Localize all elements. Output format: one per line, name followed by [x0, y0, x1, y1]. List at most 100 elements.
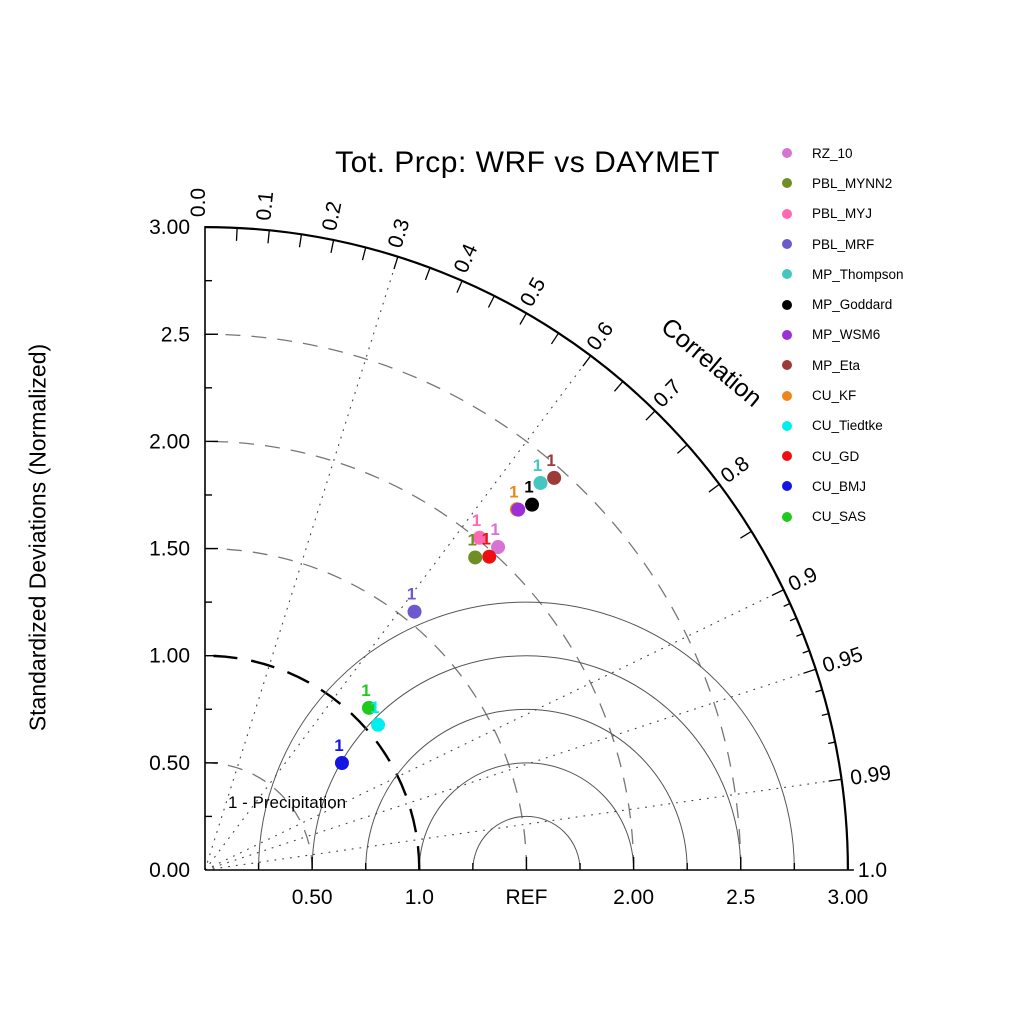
x-tick-label: 0.50 [292, 886, 333, 909]
rms-arc [418, 762, 635, 871]
correlation-tick [645, 410, 656, 421]
correlation-tick-label: 1.0 [858, 859, 887, 882]
axis-tick-labels: 0.50 1.0 REF 2.00 2.5 3.00 0.00 0.50 1.00 1.50 2.0… [149, 216, 868, 909]
rms-arc [311, 655, 742, 871]
legend-swatch-icon [782, 390, 792, 401]
legend-label: PBL_MRF [812, 236, 875, 252]
correlation-tick [298, 234, 303, 248]
legend-swatch-icon [782, 481, 792, 492]
rms-arc [472, 815, 581, 871]
legend-label: MP_Eta [812, 357, 861, 373]
correlation-tick [802, 650, 810, 654]
correlation-tick-label: 0.5 [516, 274, 551, 311]
correlation-tick [393, 256, 399, 270]
rms-arcs [258, 601, 795, 871]
y-tick-label: 2.5 [161, 323, 190, 346]
data-points [334, 470, 562, 770]
legend-label: PBL_MYNN2 [812, 175, 893, 191]
point-label-CU_KF: 1 [509, 482, 518, 501]
point-label-RZ_10: 1 [490, 520, 499, 539]
correlation-ray [204, 668, 816, 871]
legend-swatch-icon [782, 208, 792, 219]
point-label-MP_Goddard: 1 [524, 478, 533, 497]
point-RZ_10 [491, 540, 506, 555]
std-dev-arcs [204, 333, 742, 871]
legend-swatch-icon [782, 360, 792, 371]
rms-arc [365, 708, 688, 871]
correlation-tick [330, 239, 335, 253]
point-PBL_MYNN2 [468, 550, 483, 565]
legend-label: MP_WSM6 [812, 327, 881, 343]
point-label-PBL_MYJ: 1 [472, 511, 481, 530]
correlation-tick [828, 778, 842, 782]
legend-swatch-icon [782, 451, 792, 462]
point-label-PBL_MRF: 1 [407, 585, 416, 604]
legend-label: MP_Thompson [812, 266, 904, 282]
correlation-tick [361, 247, 367, 261]
point-CU_Tiedtke [371, 717, 386, 732]
correlation-tick-label: 0.8 [717, 452, 754, 488]
std-arc [204, 762, 313, 871]
correlation-tick-label: 0.1 [252, 190, 278, 221]
point-label-CU_SAS: 1 [361, 681, 370, 700]
x-tick-label: 2.00 [613, 886, 654, 909]
legend-item-PBL_MYJ: PBL_MYJ [782, 199, 904, 229]
correlation-tick [582, 355, 592, 367]
x-tick-label: REF [505, 886, 547, 909]
legend-item-CU_BMJ: CU_BMJ [782, 471, 904, 501]
legend-item-PBL_MRF: PBL_MRF [782, 229, 904, 259]
point-CU_GD [482, 549, 497, 564]
legend-item-MP_Eta: MP_Eta [782, 350, 904, 380]
std-arc-unit [204, 654, 421, 871]
std-arc [204, 333, 742, 871]
legend-swatch-icon [782, 178, 792, 189]
correlation-tick [519, 312, 528, 325]
legend-item-CU_Tiedtke: CU_Tiedtke [782, 411, 904, 441]
correlation-ticks [235, 227, 842, 782]
correlation-tick-label: 0.7 [649, 375, 686, 412]
point-label-CU_BMJ: 1 [334, 736, 343, 755]
correlation-tick-label: 0.99 [849, 761, 893, 790]
y-tick-label: 2.00 [149, 430, 190, 453]
legend-swatch-icon [782, 329, 792, 340]
x-tick-label: 2.5 [726, 886, 755, 909]
annotation: 1 - Precipitation [228, 793, 346, 812]
std-arc [204, 440, 635, 871]
point-label-PBL_MYNN2: 1 [467, 530, 476, 549]
chart-title: Tot. Prcp: WRF vs DAYMET [335, 146, 720, 179]
correlation-ray [204, 589, 784, 871]
x-tick-label: 3.00 [827, 886, 868, 909]
correlation-tick [815, 689, 823, 693]
correlation-tick-label: 0.3 [384, 216, 415, 251]
correlation-tick-label: 0.9 [785, 563, 821, 596]
correlation-tick [235, 227, 238, 241]
x-tick-label: 1.0 [405, 886, 434, 909]
legend-label: CU_GD [812, 448, 860, 464]
point-MP_Thompson [533, 475, 548, 490]
rms-arc [258, 601, 795, 871]
correlation-tick [487, 295, 495, 308]
legend-item-CU_SAS: CU_SAS [782, 502, 904, 532]
y-tick-label: 1.00 [149, 645, 190, 668]
correlation-tick [771, 589, 784, 597]
point-label-CU_GD: 1 [482, 530, 491, 549]
correlation-tick [789, 617, 797, 622]
correlation-tick [783, 602, 791, 607]
point-label-MP_Thompson: 1 [533, 456, 542, 475]
legend-item-CU_KF: CU_KF [782, 380, 904, 410]
legend: RZ_10 PBL_MYNN2 PBL_MYJ PBL_MRF MP_Thompson M… [782, 138, 904, 532]
correlation-tick [267, 230, 270, 244]
legend-item-MP_WSM6: MP_WSM6 [782, 320, 904, 350]
correlation-tick [821, 713, 829, 717]
legend-label: CU_SAS [812, 509, 867, 525]
point-MP_WSM6 [511, 502, 526, 517]
correlation-tick [828, 741, 836, 745]
correlation-tick-label: 0.95 [820, 643, 866, 678]
correlation-tick-label: 0.2 [318, 199, 346, 232]
legend-label: MP_Goddard [812, 297, 893, 313]
point-label-CU_Tiedtke: 1 [370, 698, 379, 717]
correlation-ray [204, 256, 399, 871]
point-CU_BMJ [334, 755, 349, 770]
